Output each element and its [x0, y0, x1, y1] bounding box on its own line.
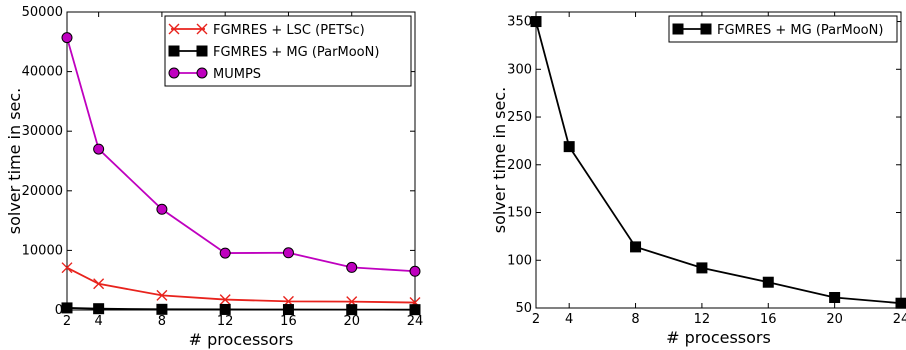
- y-tick-label: 40000: [22, 65, 63, 80]
- legend: FGMRES + LSC (PETSc) FGMRES + MG (ParMooN…: [164, 15, 412, 87]
- series-square: [530, 16, 906, 309]
- data-point: [346, 304, 358, 316]
- data-point: [61, 32, 73, 44]
- data-point: [282, 247, 294, 259]
- x-tick-label: 4: [94, 314, 102, 329]
- x-tick-label: 16: [760, 312, 777, 327]
- y-tick-label: 150: [507, 206, 532, 221]
- legend-label: FGMRES + MG (ParMooN): [213, 45, 379, 60]
- y-tick-label: 0: [55, 303, 63, 318]
- legend-label: FGMRES + LSC (PETSc): [213, 23, 365, 38]
- data-point: [409, 265, 421, 277]
- data-point: [93, 278, 105, 290]
- data-point: [282, 304, 294, 316]
- y-tick-label: 100: [507, 253, 532, 268]
- y-axis-label: solver time in sec.: [490, 87, 509, 234]
- legend-marker: [196, 67, 208, 79]
- y-tick-label: 20000: [22, 184, 63, 199]
- x-tick-label: 2: [532, 312, 540, 327]
- data-point: [630, 241, 642, 253]
- series-line: [66, 307, 416, 311]
- x-tick-label: 2: [63, 314, 71, 329]
- data-point: [346, 261, 358, 273]
- x-tick-label: 12: [694, 312, 711, 327]
- x-tick-label: 8: [158, 314, 166, 329]
- x-tick-label: 4: [565, 312, 573, 327]
- x-tick-label: 8: [631, 312, 639, 327]
- legend-marker: [196, 45, 208, 57]
- legend-marker: [168, 45, 180, 57]
- y-tick-label: 50000: [22, 5, 63, 20]
- legend-marker: [168, 23, 180, 35]
- legend-item: MUMPS: [168, 67, 261, 82]
- data-point: [156, 289, 168, 301]
- legend-marker: [168, 67, 180, 79]
- data-point: [93, 143, 105, 155]
- legend-item: FGMRES + MG (ParMooN): [168, 45, 379, 60]
- legend-item: FGMRES + MG (ParMooN): [672, 23, 883, 38]
- y-axis-label: solver time in sec.: [5, 88, 24, 235]
- legend: FGMRES + MG (ParMooN): [668, 15, 898, 43]
- data-point: [156, 203, 168, 215]
- legend-marker: [672, 23, 684, 35]
- data-point: [696, 262, 708, 274]
- y-tick-label: 300: [507, 62, 532, 77]
- data-point: [61, 262, 73, 274]
- data-point: [219, 247, 231, 259]
- legend-item: FGMRES + LSC (PETSc): [168, 23, 365, 38]
- x-tick-label: 16: [280, 314, 297, 329]
- data-point: [219, 303, 231, 315]
- series-x: [61, 262, 421, 309]
- x-axis-label: # processors: [666, 328, 771, 347]
- x-axis-label: # processors: [189, 330, 294, 349]
- legend-marker: [196, 23, 208, 35]
- series-circle: [61, 32, 421, 277]
- y-tick-label: 250: [507, 110, 532, 125]
- series-square: [61, 302, 421, 316]
- series-line: [66, 266, 416, 304]
- x-tick-label: 24: [407, 314, 424, 329]
- data-point: [61, 302, 73, 314]
- y-tick-label: 200: [507, 158, 532, 173]
- data-point: [895, 297, 906, 309]
- x-tick-label: 20: [343, 314, 360, 329]
- y-tick-label: 50: [515, 301, 532, 316]
- data-point: [156, 303, 168, 315]
- data-point: [563, 141, 575, 153]
- data-point: [409, 304, 421, 316]
- data-point: [762, 276, 774, 288]
- legend-marker: [700, 23, 712, 35]
- series-line: [535, 21, 902, 305]
- x-tick-label: 20: [826, 312, 843, 327]
- y-tick-label: 350: [507, 15, 532, 30]
- x-tick-label: 24: [893, 312, 906, 327]
- data-point: [829, 291, 841, 303]
- y-tick-label: 30000: [22, 124, 63, 139]
- data-point: [530, 16, 542, 28]
- y-tick-label: 10000: [22, 243, 63, 258]
- plot-frame: [535, 11, 902, 309]
- legend-label: MUMPS: [213, 67, 261, 82]
- legend-label: FGMRES + MG (ParMooN): [717, 23, 883, 38]
- x-tick-label: 12: [217, 314, 234, 329]
- data-point: [93, 303, 105, 315]
- data-point: [219, 294, 231, 306]
